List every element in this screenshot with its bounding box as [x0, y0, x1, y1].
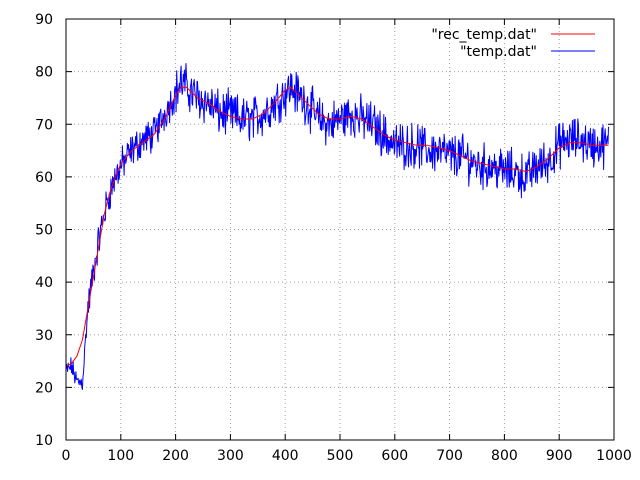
x-tick-label: 900	[546, 448, 573, 464]
grid	[66, 19, 614, 440]
y-tick-label: 20	[35, 380, 53, 396]
x-tick-label: 1000	[596, 448, 632, 464]
x-tick-labels: 0 100 200 300 400 500 600 700 800 900 1000	[62, 448, 632, 464]
x-tick-label: 200	[162, 448, 189, 464]
series-line-rec-temp	[65, 86, 609, 367]
x-tick-label: 600	[381, 448, 408, 464]
x-tick-label: 100	[107, 448, 134, 464]
y-tick-label: 60	[35, 170, 53, 186]
y-tick-label: 80	[35, 65, 53, 81]
x-tick-label: 0	[62, 448, 71, 464]
y-tick-label: 90	[35, 12, 53, 28]
series-layer	[65, 63, 609, 390]
x-tick-label: 400	[272, 448, 299, 464]
legend-label: "temp.dat"	[460, 44, 537, 60]
legend: "rec_temp.dat""temp.dat"	[431, 27, 595, 60]
y-tick-label: 70	[35, 117, 53, 133]
y-tick-label: 30	[35, 328, 53, 344]
tick-marks	[65, 18, 615, 441]
y-tick-label: 40	[35, 275, 53, 291]
legend-label: "rec_temp.dat"	[431, 27, 537, 43]
y-tick-labels: 10 20 30 40 50 60 70 80 90	[35, 12, 53, 449]
plot-frame	[65, 18, 615, 441]
x-tick-label: 700	[436, 448, 463, 464]
y-tick-label: 50	[35, 223, 53, 239]
x-tick-label: 800	[491, 448, 518, 464]
x-tick-label: 500	[327, 448, 354, 464]
y-tick-label: 10	[35, 433, 53, 449]
series-line-temp	[65, 63, 609, 390]
x-tick-label: 300	[217, 448, 244, 464]
